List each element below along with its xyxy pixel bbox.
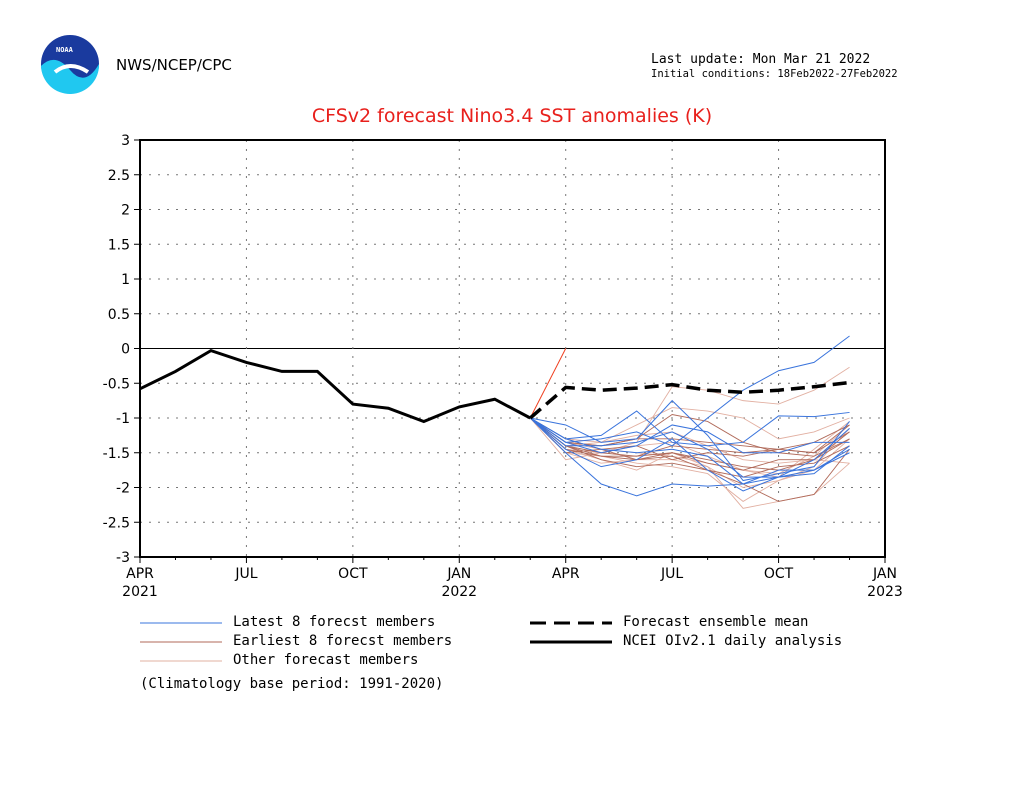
plot-frame: [139, 139, 886, 558]
y-tick-label: -1.5: [103, 446, 130, 462]
latest-members-line: [529, 410, 850, 447]
latest-members-line: [529, 417, 850, 478]
x-tick-label: APR: [552, 566, 580, 582]
y-tick-label: -2: [116, 481, 130, 497]
legend-latest: Latest 8 forecst members: [233, 614, 436, 630]
climatology-note: (Climatology base period: 1991-2020): [140, 676, 444, 692]
noaa-logo: [41, 35, 100, 95]
x-tick-label: OCT: [338, 566, 368, 582]
x-tick-label: APR: [126, 566, 154, 582]
y-tick-label: 0: [121, 342, 130, 358]
x-tick-year: 2022: [441, 584, 477, 600]
legend-earliest: Earliest 8 forecst members: [233, 633, 453, 649]
y-tick-label: -2.5: [103, 515, 130, 531]
latest-members-line: [529, 335, 850, 447]
x-tick-label: OCT: [764, 566, 794, 582]
x-tick-label: JUL: [660, 566, 683, 582]
y-tick-label: -0.5: [103, 376, 130, 392]
latest-members-line: [529, 417, 850, 497]
latest-members-line: [529, 417, 850, 454]
x-tick-label: JAN: [446, 566, 471, 582]
x-tick-year: 2021: [122, 584, 158, 600]
initial-conditions: Initial conditions: 18Feb2022-27Feb2022: [651, 68, 898, 80]
x-tick-label: JUL: [234, 566, 257, 582]
last-update: Last update: Mon Mar 21 2022: [651, 52, 871, 67]
latest-members-line: [529, 417, 850, 492]
y-tick-label: 1: [121, 272, 130, 288]
agency-label: NWS/NCEP/CPC: [116, 56, 232, 74]
y-tick-label: 2: [121, 203, 130, 219]
latest-members-line: [529, 417, 850, 485]
y-tick-label: 3: [121, 133, 130, 149]
legend-other: Other forecast members: [233, 652, 419, 668]
red-segment-line: [529, 348, 567, 419]
y-tick-label: -1: [116, 411, 130, 427]
y-tick-label: 1.5: [108, 237, 130, 253]
y-tick-label: -3: [116, 550, 130, 566]
legend-observed: NCEI OIv2.1 daily analysis: [623, 633, 843, 649]
y-tick-label: 2.5: [108, 168, 130, 184]
legend-mean: Forecast ensemble mean: [623, 614, 809, 630]
y-tick-label: 0.5: [108, 307, 130, 323]
x-tick-label: JAN: [872, 566, 897, 582]
x-tick-year: 2023: [867, 584, 903, 600]
logo-text: NOAA: [56, 46, 73, 54]
observed-line: [139, 348, 531, 424]
ensemble-mean-line: [529, 380, 850, 420]
chart-title: CFSv2 forecast Nino3.4 SST anomalies (K): [311, 105, 713, 127]
earliest-members-line: [529, 417, 850, 471]
